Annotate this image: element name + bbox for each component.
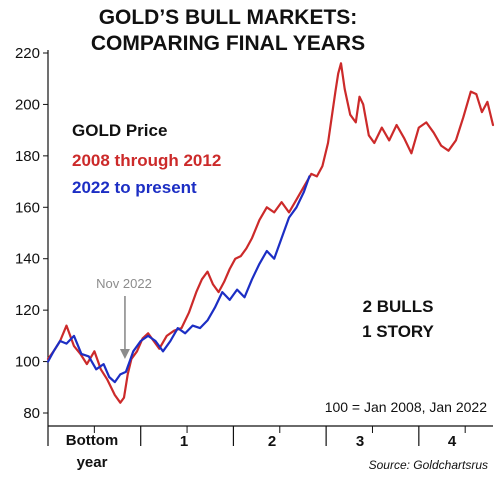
y-tick-label-80: 80 (23, 405, 40, 422)
nov-2022-callout-label: Nov 2022 (96, 276, 152, 291)
period-label-year: year (77, 454, 108, 471)
y-tick-label-120: 120 (15, 302, 40, 319)
y-tick-label-160: 160 (15, 199, 40, 216)
period-label-3: 3 (356, 433, 364, 450)
y-tick-label-200: 200 (15, 96, 40, 113)
series-line-2022-present (46, 175, 311, 384)
period-label-1: 1 (180, 433, 188, 450)
legend-entry-2022-present: 2022 to present (72, 178, 197, 197)
period-label-bottom: Bottom (66, 432, 119, 449)
y-tick-label-220: 220 (15, 45, 40, 62)
period-label-4: 4 (448, 433, 457, 450)
y-tick-label-140: 140 (15, 251, 40, 268)
annotation-one-story: 1 STORY (362, 322, 434, 341)
y-tick-labels: 80 100 120 140 160 180 200 220 (15, 45, 40, 422)
y-tick-marks (43, 52, 48, 414)
period-label-2: 2 (268, 433, 276, 450)
nov-2022-callout-arrow (119, 296, 130, 359)
chart-title-line-1: GOLD’S BULL MARKETS: (99, 6, 358, 29)
annotation-two-bulls: 2 BULLS (363, 297, 434, 316)
chart-title-line-2: COMPARING FINAL YEARS (91, 32, 365, 55)
price-series (46, 62, 495, 404)
x-period-ticks (47, 426, 466, 446)
y-tick-label-180: 180 (15, 148, 40, 165)
legend-heading: GOLD Price (72, 121, 167, 140)
callout-arrow-head (119, 349, 130, 359)
index-base-note: 100 = Jan 2008, Jan 2022 (325, 399, 488, 415)
legend-entry-2008-2012: 2008 through 2012 (72, 151, 221, 170)
y-tick-label-100: 100 (15, 354, 40, 371)
series-line-2008-2012 (46, 62, 495, 404)
source-credit: Source: Goldchartsrus (369, 458, 488, 472)
